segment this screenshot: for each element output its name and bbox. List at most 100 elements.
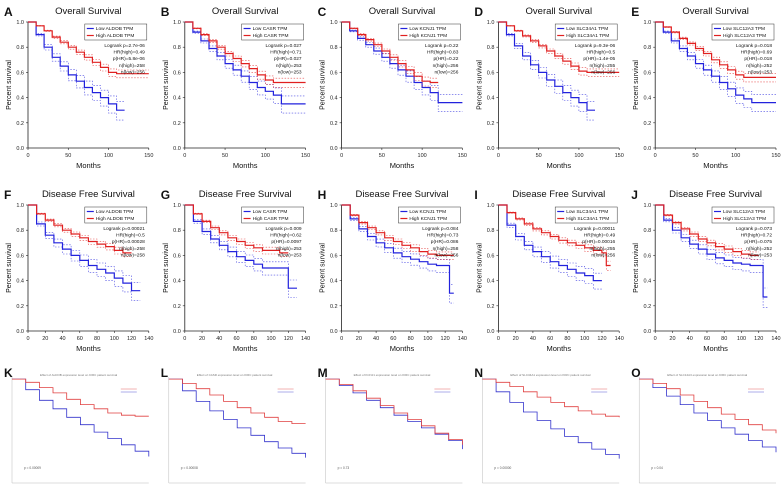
x-tick-label: 140	[301, 336, 310, 342]
x-tick-label: 0	[183, 153, 186, 159]
stat-text: HR(high)=0.49	[113, 50, 145, 56]
stat-text: Logrank p=0.084	[422, 226, 458, 232]
legend-box	[398, 206, 461, 224]
survival-line	[12, 378, 149, 417]
survival-line	[325, 378, 463, 450]
panel-title: Effect of SLC34A1 expression level on KI…	[510, 373, 590, 377]
panel-c: C Overall Survival 0.0 0.2 0.4 0.6 0.8 1.0 0 50 10…	[318, 5, 467, 170]
stat-text: p(HR)=0.00028	[112, 239, 145, 245]
y-tick-label: 0.2	[644, 304, 652, 310]
panel-letter: K	[4, 366, 13, 380]
x-tick-label: 50	[65, 153, 71, 159]
x-axis-label: Months	[703, 161, 728, 170]
y-axis-label: Percent survival	[633, 243, 640, 293]
x-tick-label: 20	[42, 336, 48, 342]
stat-text: Logrank p=0.018	[736, 43, 772, 49]
y-tick-label: 0.6	[644, 253, 652, 259]
x-tick-label: 60	[704, 336, 710, 342]
survival-line	[639, 378, 777, 434]
x-tick-label: 60	[390, 336, 396, 342]
x-tick-label: 150	[458, 153, 467, 159]
stat-text: n(high)=258	[119, 63, 145, 69]
y-tick-label: 0.2	[16, 304, 24, 310]
survival-line	[28, 21, 149, 75]
y-tick-label: 0.4	[330, 96, 338, 102]
panel-title: Disease Free Survival	[512, 189, 605, 200]
x-tick-label: 100	[418, 153, 427, 159]
legend-box	[711, 23, 775, 41]
x-axis-label: Months	[546, 344, 571, 353]
y-tick-label: 0.4	[644, 279, 652, 285]
p-value-label: p = 0.04	[651, 466, 663, 470]
panel-h: H Disease Free Survival 0.0 0.2 0.4 0.6 0.8 1.0…	[318, 188, 467, 353]
stat-text: n(low)=256	[121, 69, 145, 75]
y-tick-label: 0.0	[487, 146, 495, 152]
panel-title: Disease Free Survival	[199, 189, 292, 200]
survival-line	[184, 204, 297, 289]
panel-title: Effect of SLC12A3 expression level on KI…	[667, 373, 747, 377]
legend-entry: Low SLC34A1 TPM	[566, 209, 608, 215]
x-axis-label: Months	[76, 344, 101, 353]
x-tick-label: 150	[144, 153, 153, 159]
x-tick-label: 50	[692, 153, 698, 159]
x-tick-label: 80	[408, 336, 414, 342]
survival-line	[655, 204, 759, 256]
legend-entry: High CASR TPM	[253, 216, 289, 222]
panel-f: F Disease Free Survival 0.0 0.2 0.4 0.6 0.8 1.0…	[4, 188, 153, 353]
stat-text: n(low)=253	[748, 252, 772, 258]
x-tick-label: 50	[379, 153, 385, 159]
y-tick-label: 0.8	[487, 45, 495, 51]
panel-title: Effect of ALDOB expression level on KIRC…	[40, 373, 117, 377]
survival-line	[498, 204, 602, 282]
survival-line	[28, 21, 125, 111]
y-tick-label: 0.2	[330, 304, 338, 310]
p-value-label: p = 0.00009	[24, 466, 41, 470]
stat-text: HR(high)=0.72	[741, 233, 773, 239]
legend-entry: Low KCNJ1 TPM	[409, 209, 446, 215]
stat-text: Logrank p=0.027	[265, 43, 301, 49]
panel-letter: B	[161, 5, 170, 19]
survival-line	[341, 21, 463, 104]
panel-letter: O	[631, 366, 640, 380]
x-tick-label: 40	[59, 336, 65, 342]
ci-lower-line	[28, 204, 141, 301]
y-tick-label: 0.0	[16, 146, 24, 152]
p-value-label: p = 0.00008	[181, 466, 198, 470]
panel-title: Effect of KCNJ1 expression level on KIRC…	[354, 373, 431, 377]
x-tick-label: 0	[654, 336, 657, 342]
stat-text: p(HR)=0.22	[433, 56, 458, 62]
panel-b: B Overall Survival 0.0 0.2 0.4 0.6 0.8 1.0 0 50 10…	[161, 5, 310, 170]
stat-text: n(low)=256	[591, 252, 615, 258]
y-axis-label: Percent survival	[476, 243, 483, 293]
stat-text: n(high)=253	[276, 63, 302, 69]
y-tick-label: 0.2	[173, 304, 181, 310]
y-tick-label: 0.8	[173, 45, 181, 51]
ci-upper-line	[28, 204, 141, 283]
legend-entry: High SLC12A3 TPM	[723, 216, 766, 222]
legend-box	[398, 23, 461, 41]
x-tick-label: 40	[216, 336, 222, 342]
y-tick-label: 1.0	[644, 20, 652, 26]
y-tick-label: 0.0	[16, 329, 24, 335]
stat-text: n(high)=253	[276, 246, 302, 252]
ci-lower-line	[341, 204, 454, 260]
legend-entry: High SLC34A1 TPM	[566, 216, 609, 222]
survival-line	[655, 204, 768, 298]
panel-title: Overall Survival	[55, 6, 122, 17]
legend-box	[554, 206, 618, 224]
y-tick-label: 0.6	[330, 253, 338, 259]
ci-upper-line	[655, 21, 776, 95]
panel-letter: H	[318, 188, 327, 202]
survival-line	[341, 21, 439, 84]
ci-lower-line	[184, 21, 306, 114]
ci-lower-line	[655, 21, 776, 83]
panel-l: L Effect of CASR expression level on KIRC…	[161, 366, 306, 484]
stat-text: HR(high)=0.83	[427, 50, 459, 56]
stat-text: Logrank p=2.7e-06	[104, 43, 145, 49]
legend-box	[84, 23, 148, 41]
panel-g: G Disease Free Survival 0.0 0.2 0.4 0.6 0.8 1.0…	[161, 188, 310, 353]
survival-line	[168, 378, 306, 424]
y-tick-label: 0.4	[173, 279, 181, 285]
ci-lower-line	[28, 21, 149, 79]
x-tick-label: 40	[530, 336, 536, 342]
